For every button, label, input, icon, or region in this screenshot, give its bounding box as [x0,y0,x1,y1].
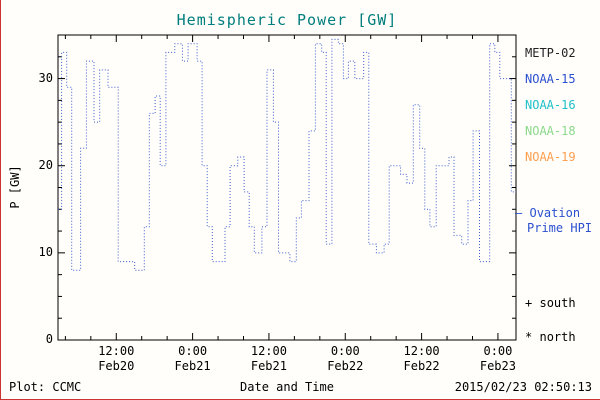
y-tick-label: 10 [38,244,53,259]
legend-item-noaa-19: NOAA-19 [525,150,576,164]
ovation-label-line1: Ovation [529,206,581,220]
legend-item-noaa-18: NOAA-18 [525,124,576,138]
y-tick-label: 0 [45,332,53,346]
legend-north-marker: * north [525,330,576,344]
hpi-step-line [58,38,516,271]
south-label: south [539,296,576,310]
x-tick-label: 0:00 Feb21 [174,344,211,373]
legend-south-marker: + south [525,296,576,310]
x-tick-label: 12:00 Feb20 [98,344,135,373]
x-tick-label: 0:00 Feb23 [479,344,516,373]
x-tick-label: 12:00 Feb21 [250,344,287,373]
y-tick-label: 30 [38,70,53,85]
ovation-line-marker: — [515,206,523,220]
plot-timestamp: 2015/02/23 02:50:13 [454,380,592,394]
y-axis-title: P [GW] [8,165,22,209]
legend-item-noaa-16: NOAA-16 [525,98,576,112]
y-tick-label: 20 [38,157,53,172]
x-tick-label: 0:00 Feb22 [327,344,364,373]
legend-ovation: — Ovation Prime HPI [515,206,592,236]
asterisk-marker-icon: * [525,330,533,344]
x-tick-label: 12:00 Feb22 [403,344,440,373]
north-label: north [539,330,576,344]
plus-marker-icon: + [525,296,533,310]
x-axis-title: Date and Time [240,380,334,394]
legend-item-metp-02: METP-02 [525,46,576,60]
ovation-label-line2: Prime HPI [527,221,593,235]
plot-credit: Plot: CCMC [9,380,82,394]
legend-item-noaa-15: NOAA-15 [525,72,576,86]
chart-title: Hemispheric Power [GW] [176,11,398,29]
